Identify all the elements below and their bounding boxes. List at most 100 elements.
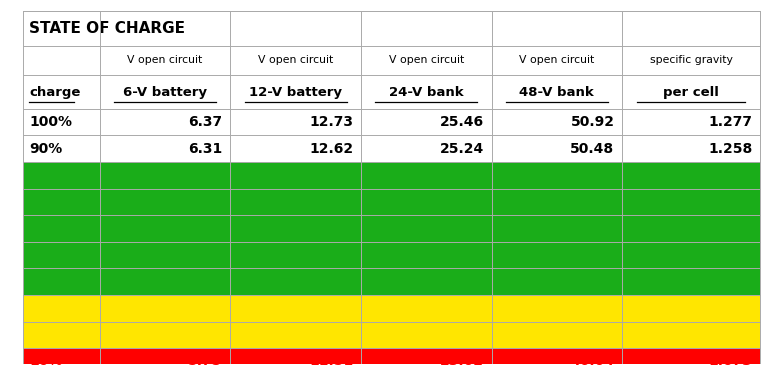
Text: 12-V battery: 12-V battery: [249, 86, 343, 99]
Bar: [492, 162, 622, 189]
Text: 50.00: 50.00: [571, 168, 614, 182]
Bar: [622, 295, 760, 321]
Bar: [100, 215, 230, 242]
Bar: [622, 321, 760, 348]
Text: V open circuit: V open circuit: [258, 55, 333, 65]
Text: 1.217: 1.217: [709, 195, 753, 209]
Text: specific gravity: specific gravity: [650, 55, 733, 65]
Text: 90%: 90%: [29, 142, 62, 156]
Bar: [492, 295, 622, 321]
Text: 1.172: 1.172: [709, 248, 753, 262]
Text: 12.50: 12.50: [310, 168, 353, 182]
Bar: [622, 189, 760, 215]
Bar: [622, 268, 760, 295]
Bar: [100, 348, 230, 369]
Text: V open circuit: V open circuit: [519, 55, 594, 65]
Bar: [361, 189, 492, 215]
Text: 5.98: 5.98: [188, 275, 223, 289]
Bar: [492, 109, 622, 135]
Text: 80%: 80%: [29, 168, 62, 182]
Text: 47.84: 47.84: [571, 275, 614, 289]
Bar: [230, 295, 361, 321]
Text: 1.148: 1.148: [708, 275, 753, 289]
Bar: [23, 75, 760, 109]
Text: 25.46: 25.46: [440, 115, 484, 129]
Text: 24.74: 24.74: [440, 195, 484, 209]
Text: 48.96: 48.96: [571, 221, 614, 235]
Bar: [230, 162, 361, 189]
Bar: [230, 189, 361, 215]
Text: 1.195: 1.195: [709, 221, 753, 235]
Text: 11.66: 11.66: [310, 328, 353, 342]
Bar: [230, 268, 361, 295]
Text: 5.83: 5.83: [188, 328, 223, 342]
Text: 12.62: 12.62: [310, 142, 353, 156]
Text: 1.098: 1.098: [709, 328, 753, 342]
Bar: [492, 348, 622, 369]
Text: 48-V bank: 48-V bank: [519, 86, 594, 99]
Bar: [492, 242, 622, 268]
Text: 24.48: 24.48: [439, 221, 484, 235]
Bar: [361, 215, 492, 242]
Bar: [23, 321, 100, 348]
Text: 10%: 10%: [29, 354, 62, 368]
Text: 12.73: 12.73: [310, 115, 353, 129]
Text: 70%: 70%: [29, 195, 62, 209]
Bar: [230, 135, 361, 162]
Bar: [23, 109, 100, 135]
Text: 12.10: 12.10: [310, 248, 353, 262]
Text: 6-V battery: 6-V battery: [123, 86, 207, 99]
Bar: [100, 162, 230, 189]
Text: V open circuit: V open circuit: [389, 55, 464, 65]
Bar: [492, 321, 622, 348]
Text: 5.91: 5.91: [188, 301, 223, 315]
Bar: [23, 295, 100, 321]
Bar: [622, 135, 760, 162]
Bar: [361, 135, 492, 162]
Text: 11.96: 11.96: [310, 275, 353, 289]
Text: 1.124: 1.124: [708, 301, 753, 315]
Bar: [100, 268, 230, 295]
Bar: [230, 348, 361, 369]
Text: 50.92: 50.92: [571, 115, 614, 129]
Bar: [23, 135, 100, 162]
Text: 100%: 100%: [29, 115, 72, 129]
Text: 24-V bank: 24-V bank: [389, 86, 464, 99]
Bar: [361, 321, 492, 348]
Text: 6.31: 6.31: [188, 142, 223, 156]
Bar: [492, 135, 622, 162]
Bar: [100, 242, 230, 268]
Text: 1.277: 1.277: [709, 115, 753, 129]
Bar: [23, 348, 100, 369]
Text: 6.12: 6.12: [188, 221, 223, 235]
Bar: [23, 268, 100, 295]
Text: 1.073: 1.073: [709, 354, 753, 368]
Bar: [100, 295, 230, 321]
Bar: [100, 109, 230, 135]
Text: 25.24: 25.24: [439, 142, 484, 156]
Text: 23.32: 23.32: [440, 328, 484, 342]
Text: 25.00: 25.00: [440, 168, 484, 182]
Text: 50.48: 50.48: [571, 142, 614, 156]
Text: charge: charge: [29, 86, 81, 99]
Text: 23.92: 23.92: [440, 275, 484, 289]
Bar: [361, 162, 492, 189]
Text: 12.37: 12.37: [310, 195, 353, 209]
Bar: [230, 109, 361, 135]
Bar: [230, 242, 361, 268]
Text: 6.05: 6.05: [188, 248, 223, 262]
Text: 11.81: 11.81: [309, 301, 353, 315]
Bar: [361, 242, 492, 268]
Text: 60%: 60%: [29, 221, 62, 235]
Bar: [23, 242, 100, 268]
Bar: [230, 215, 361, 242]
Bar: [622, 109, 760, 135]
Bar: [492, 268, 622, 295]
Text: 6.37: 6.37: [189, 115, 223, 129]
Bar: [23, 162, 100, 189]
Bar: [622, 162, 760, 189]
Bar: [622, 348, 760, 369]
Bar: [100, 321, 230, 348]
Text: 23.02: 23.02: [440, 354, 484, 368]
Text: V open circuit: V open circuit: [127, 55, 203, 65]
